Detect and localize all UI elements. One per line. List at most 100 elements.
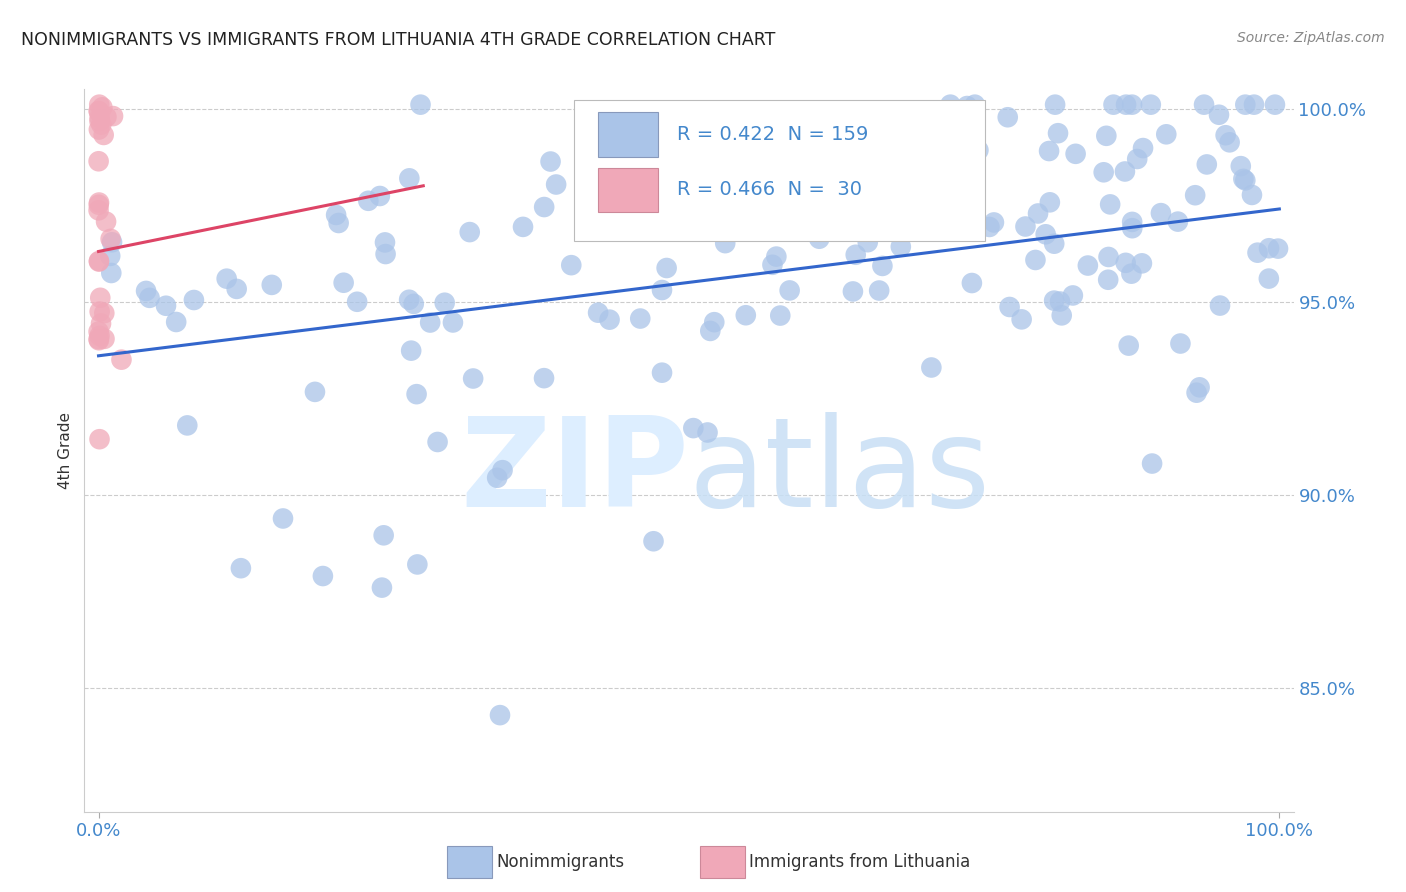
Point — [512, 219, 534, 234]
Point — [1195, 157, 1218, 171]
Point — [1219, 136, 1241, 150]
Point — [842, 285, 865, 299]
Point — [714, 179, 737, 194]
Point — [486, 471, 509, 485]
Point — [87, 104, 110, 119]
Point — [865, 205, 887, 219]
FancyBboxPatch shape — [574, 100, 986, 241]
Point — [1114, 164, 1136, 178]
Point — [651, 283, 673, 297]
Point — [838, 147, 860, 161]
Point — [100, 232, 122, 246]
Y-axis label: 4th Grade: 4th Grade — [58, 412, 73, 489]
Point — [405, 387, 427, 401]
Point — [1062, 288, 1084, 302]
Point — [643, 534, 665, 549]
Point — [696, 425, 718, 440]
Point — [1192, 97, 1215, 112]
Point — [772, 200, 794, 214]
Point — [955, 104, 977, 119]
Point — [89, 432, 111, 446]
Point — [827, 191, 849, 205]
Point — [93, 332, 115, 346]
Point — [1257, 271, 1279, 285]
Point — [1099, 197, 1122, 211]
Point — [373, 528, 395, 542]
Point — [346, 294, 368, 309]
Point — [560, 258, 582, 272]
Point — [90, 118, 112, 132]
Point — [1234, 97, 1257, 112]
Point — [808, 232, 831, 246]
Point — [1121, 215, 1143, 229]
Point — [426, 434, 449, 449]
Point — [89, 97, 111, 112]
Point — [96, 110, 118, 124]
Point — [89, 304, 111, 318]
Point — [540, 154, 562, 169]
Point — [747, 193, 769, 207]
Point — [89, 111, 111, 125]
Point — [1188, 380, 1211, 394]
Point — [734, 308, 756, 322]
Point — [399, 343, 422, 358]
Point — [183, 293, 205, 307]
Point — [682, 209, 704, 223]
Point — [1156, 128, 1178, 142]
Point — [1011, 312, 1033, 326]
Point — [661, 186, 683, 200]
Point — [533, 200, 555, 214]
Point — [599, 312, 621, 326]
Point — [433, 295, 456, 310]
Point — [1167, 214, 1189, 228]
Point — [779, 160, 801, 174]
Text: R = 0.466  N =  30: R = 0.466 N = 30 — [676, 180, 862, 200]
Point — [1035, 227, 1057, 242]
Point — [87, 122, 110, 136]
Point — [357, 194, 380, 208]
Point — [489, 708, 512, 723]
Point — [409, 97, 432, 112]
Point — [1184, 188, 1206, 202]
Point — [94, 214, 117, 228]
Text: NONIMMIGRANTS VS IMMIGRANTS FROM LITHUANIA 4TH GRADE CORRELATION CHART: NONIMMIGRANTS VS IMMIGRANTS FROM LITHUAN… — [21, 31, 776, 49]
Point — [1258, 241, 1281, 255]
Point — [110, 352, 132, 367]
FancyBboxPatch shape — [599, 112, 658, 157]
Point — [441, 316, 464, 330]
Point — [87, 333, 110, 347]
Point — [956, 99, 979, 113]
Point — [651, 366, 673, 380]
Point — [868, 284, 890, 298]
Point — [1050, 309, 1073, 323]
Point — [89, 114, 111, 128]
Point — [491, 463, 513, 477]
Point — [374, 235, 396, 250]
Point — [1229, 159, 1251, 173]
Point — [87, 332, 110, 346]
Point — [1243, 97, 1265, 112]
Point — [1267, 242, 1289, 256]
Point — [1208, 108, 1230, 122]
Point — [260, 277, 283, 292]
Point — [939, 97, 962, 112]
Point — [100, 266, 122, 280]
Point — [967, 143, 990, 157]
Point — [398, 293, 420, 307]
Point — [87, 198, 110, 212]
Point — [575, 178, 598, 193]
Point — [546, 178, 568, 192]
Point — [1150, 206, 1173, 220]
Text: ZIP: ZIP — [460, 411, 689, 533]
Point — [1121, 97, 1143, 112]
Point — [1047, 126, 1070, 140]
Point — [965, 174, 987, 188]
Point — [682, 421, 704, 435]
Point — [1232, 172, 1254, 186]
Point — [419, 316, 441, 330]
Point — [628, 311, 651, 326]
Point — [89, 329, 111, 343]
Point — [890, 240, 912, 254]
Point — [856, 235, 879, 250]
Point — [920, 360, 942, 375]
